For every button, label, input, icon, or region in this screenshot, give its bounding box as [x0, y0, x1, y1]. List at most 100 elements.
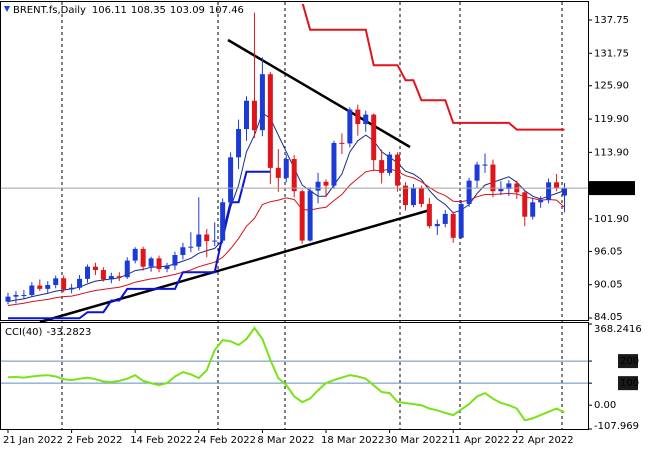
y-tick-label: 119.90 [594, 114, 629, 125]
y-tick-label: 113.90 [594, 147, 629, 158]
candle-body [466, 180, 472, 204]
current-price-label: 107.46 [594, 183, 629, 194]
candle-body [387, 154, 393, 173]
candle-body [267, 74, 273, 168]
candle-body [434, 223, 440, 227]
candle-body [442, 213, 448, 224]
candle-body [259, 74, 265, 131]
candle-body [220, 202, 226, 241]
candle-body [108, 276, 114, 280]
high-value: 108.35 [131, 5, 166, 16]
candle-body [53, 278, 59, 285]
candle-body [538, 200, 544, 203]
candle-body [331, 142, 337, 186]
candle-body [339, 142, 345, 144]
y-tick-label: 368.2416 [594, 324, 642, 335]
candle-body [156, 258, 162, 269]
x-tick-label: 30 Mar 2022 [385, 435, 448, 446]
symbol-icon [4, 6, 10, 12]
x-tick-label: 22 Apr 2022 [512, 435, 574, 446]
y-tick-label: -107.969 [594, 421, 639, 432]
indicator-line [7, 168, 565, 306]
candle-body [92, 266, 98, 270]
candle-body [450, 213, 456, 238]
symbol: BRENT.fs,Daily [13, 5, 86, 16]
candle-body [212, 240, 218, 242]
period-separators [61, 2, 563, 429]
candle-body [236, 129, 242, 158]
y-tick-label: 101.90 [594, 214, 629, 225]
trendlines [39, 38, 431, 324]
candle-body [490, 164, 496, 192]
candle-body [29, 285, 35, 295]
y-tick-label: 137.75 [594, 15, 629, 26]
candle-body [132, 248, 138, 261]
candle-body [522, 192, 528, 217]
candle-body [283, 159, 289, 178]
candle-body [140, 248, 146, 267]
x-tick-label: 24 Feb 2022 [194, 435, 256, 446]
candle-body [363, 114, 369, 125]
candle-body [21, 294, 27, 296]
x-tick-label: 2 Feb 2022 [67, 435, 123, 446]
level-label-box [618, 354, 638, 369]
y-tick-label: 0.00 [594, 400, 616, 411]
candle-body [395, 154, 401, 186]
candle-body [5, 296, 11, 302]
low-value: 103.09 [170, 5, 205, 16]
candle-body [61, 278, 67, 290]
main-frame [0, 1, 589, 321]
candle-body [13, 294, 19, 297]
indicator-line [301, 4, 565, 131]
level-label-box [618, 376, 638, 391]
cci-last-value: -33.2823 [46, 327, 91, 338]
candle-body [45, 284, 51, 289]
candle-body [299, 191, 305, 241]
candle-body [418, 187, 424, 204]
candle-body [562, 188, 567, 196]
candle-body [116, 276, 122, 278]
candle-body [426, 203, 432, 227]
candle-body [482, 164, 488, 166]
candle-body [77, 278, 83, 288]
candle-body [498, 188, 504, 192]
candle-body [196, 234, 202, 247]
y-tick-label: 100 [620, 378, 639, 389]
candle-body [347, 109, 353, 144]
candle-body [410, 187, 416, 206]
y-tick-label: 200 [620, 356, 639, 367]
cci-line [7, 326, 565, 422]
candle-body [164, 265, 170, 269]
y-tick-label: 96.05 [594, 246, 623, 257]
candle-body [291, 159, 297, 192]
y-tick-label: 90.05 [594, 280, 623, 291]
candle-body [85, 266, 90, 279]
current-price-box [589, 181, 635, 196]
x-tick-label: 14 Feb 2022 [130, 435, 192, 446]
candle-body [188, 246, 194, 248]
candle-body [554, 182, 560, 188]
candle-body [307, 190, 313, 241]
candle-body [228, 157, 234, 203]
main-panel [1, 4, 588, 320]
y-tick-label: 131.75 [594, 48, 629, 59]
candle-body [37, 285, 43, 289]
candle-body [251, 100, 257, 131]
candle-body [124, 260, 130, 278]
candle-body [100, 269, 106, 280]
y-tick-label: 84.05 [594, 312, 623, 323]
cci-header: CCI(40) -33.2823 [5, 327, 91, 338]
cci-title: CCI(40) [5, 327, 43, 338]
axes: 137.75 131.75 125.90 119.90 113.90 101.90 96.0… [3, 15, 642, 446]
candle-body [403, 185, 408, 206]
indicator-line [8, 170, 271, 320]
cci-panel [1, 326, 588, 422]
indicator-line [7, 112, 565, 303]
trendline [39, 208, 431, 324]
open-value: 106.11 [92, 5, 127, 16]
candle-body [315, 181, 321, 191]
candle-body [69, 287, 75, 290]
candle-body [172, 255, 178, 266]
